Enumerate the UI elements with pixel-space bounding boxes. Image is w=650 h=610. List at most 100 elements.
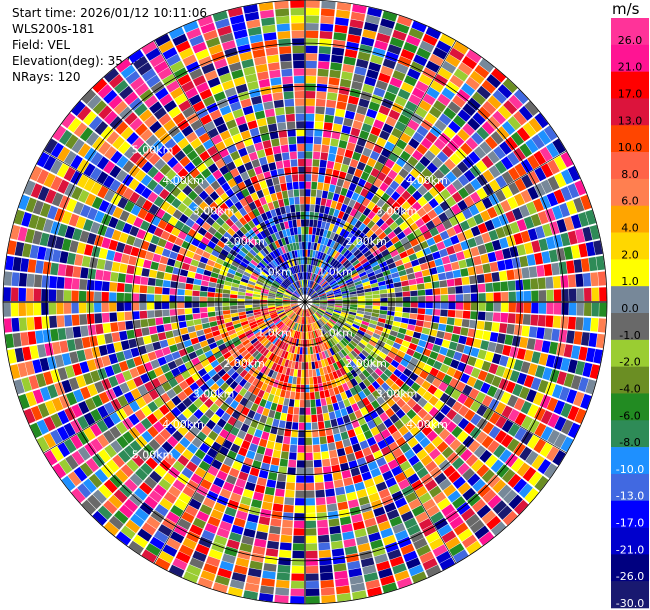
velocity-gate [487,95,502,110]
velocity-gate [252,257,260,264]
velocity-gate [433,169,445,181]
velocity-gate [276,331,283,339]
velocity-gate [120,253,130,264]
velocity-gate [445,510,460,523]
velocity-gate [110,150,123,164]
velocity-gate [134,82,149,97]
velocity-gate [317,360,323,368]
velocity-gate [275,388,282,397]
velocity-gate [405,173,416,184]
velocity-gate [384,355,394,364]
velocity-gate [101,312,110,323]
velocity-gate [292,174,299,182]
velocity-gate [64,225,75,239]
velocity-gate [140,417,153,430]
velocity-gate [548,341,558,355]
velocity-gate [179,269,189,277]
velocity-gate [284,293,292,297]
velocity-gate [94,381,105,394]
velocity-gate [433,491,447,504]
velocity-gate [353,321,361,327]
velocity-gate [140,462,153,476]
velocity-gate [153,227,164,238]
velocity-gate [411,414,422,425]
velocity-gate [354,450,364,460]
velocity-gate [378,244,387,253]
velocity-gate [303,287,305,295]
velocity-gate [335,440,344,450]
velocity-gate [347,34,361,44]
velocity-gate [344,262,352,269]
velocity-gate [470,302,479,311]
velocity-gate [210,211,220,221]
velocity-gate [64,365,75,379]
velocity-gate [295,331,299,339]
velocity-gate [219,560,234,572]
velocity-gate [264,400,272,410]
velocity-gate [426,162,438,174]
velocity-gate [457,417,470,430]
velocity-gate [571,244,581,259]
velocity-gate [246,575,261,585]
velocity-gate [82,478,97,493]
velocity-gate [298,430,305,438]
velocity-gate [537,379,549,394]
velocity-gate [256,117,267,127]
velocity-gate [261,239,268,247]
velocity-gate [326,435,335,444]
velocity-gate [174,442,186,454]
range-ring-label: 3.00km [376,205,418,218]
velocity-gate [270,261,277,269]
velocity-gate [272,250,279,258]
velocity-gate [332,371,339,380]
velocity-gate [283,296,291,299]
velocity-gate [308,324,312,332]
velocity-gate [317,320,323,327]
velocity-gate [188,244,198,253]
velocity-gate [523,302,532,314]
velocity-gate [469,275,478,285]
azimuth-spoke [153,40,306,303]
velocity-gate [275,347,281,356]
velocity-gate [246,240,255,249]
velocity-gate [219,32,234,44]
velocity-gate [316,83,328,92]
velocity-gate [256,232,264,241]
velocity-gate [353,277,361,283]
velocity-gate [268,409,276,419]
velocity-gate [290,300,298,302]
velocity-gate [172,384,183,395]
velocity-gate [433,302,441,309]
velocity-gate [433,205,444,216]
velocity-gate [527,419,540,434]
velocity-gate [239,197,249,207]
velocity-gate [204,231,214,240]
velocity-gate [560,436,574,452]
velocity-gate [428,406,440,418]
velocity-gate [295,273,300,281]
velocity-gate [159,163,172,176]
velocity-gate [513,193,525,207]
velocity-gate [162,309,170,317]
velocity-gate [57,179,70,194]
velocity-gate [286,310,293,315]
velocity-gate [363,21,379,32]
velocity-gate [320,8,335,17]
velocity-gate [527,186,539,200]
velocity-gate [70,170,83,185]
velocity-gate [254,452,264,462]
velocity-gate [406,362,416,372]
velocity-gate [133,237,143,248]
velocity-gate [357,299,365,302]
velocity-gate [522,122,537,138]
velocity-gate [370,54,384,65]
velocity-gate [254,538,267,548]
velocity-gate [450,359,460,369]
velocity-gate [123,349,133,360]
velocity-gate [132,534,148,549]
velocity-gate [391,102,404,114]
velocity-gate [476,187,488,200]
velocity-gate [339,516,352,526]
velocity-gate [398,168,409,179]
velocity-gate [95,269,104,281]
